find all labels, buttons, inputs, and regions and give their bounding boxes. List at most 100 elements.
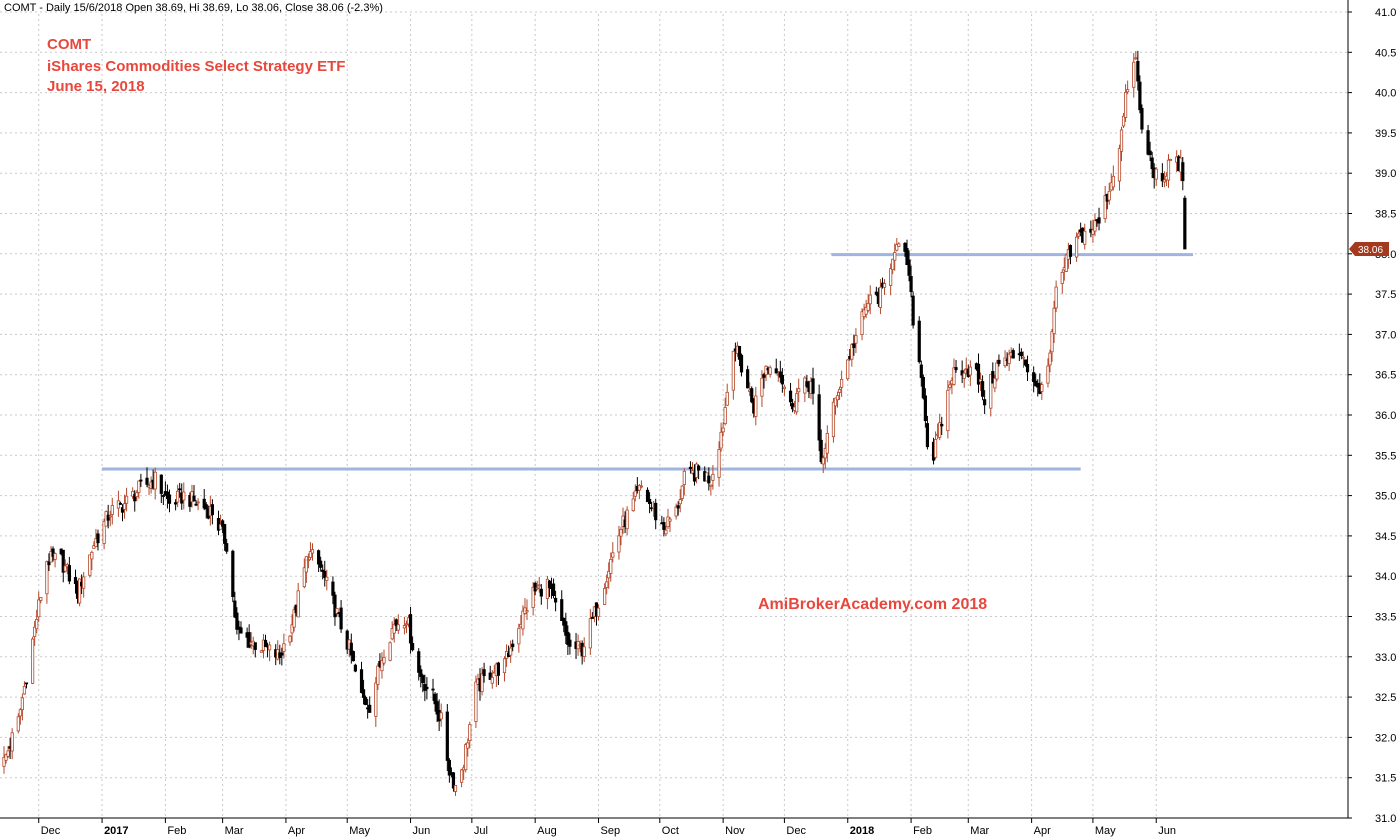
last-price-label: 38.06	[1358, 245, 1383, 256]
candle	[764, 365, 768, 382]
candle	[353, 663, 357, 673]
candle	[821, 455, 825, 474]
candle-body	[709, 484, 713, 487]
candle-body	[1097, 217, 1101, 224]
candle-body	[447, 759, 451, 776]
candle	[410, 636, 415, 652]
candle-body	[707, 475, 711, 484]
candle-body	[480, 673, 484, 693]
candle	[962, 369, 966, 388]
candle	[819, 429, 823, 465]
candle-body	[382, 656, 386, 664]
candle-body	[18, 709, 22, 717]
candle	[220, 519, 225, 534]
candle	[351, 650, 355, 662]
candle	[837, 386, 842, 400]
candle	[989, 373, 993, 417]
candle-body	[35, 619, 39, 630]
candle	[995, 359, 999, 382]
candle	[719, 422, 723, 452]
candle	[668, 517, 672, 533]
candle-body	[750, 388, 754, 403]
candle	[868, 285, 872, 315]
candle-body	[335, 608, 339, 614]
candle-body	[633, 490, 637, 497]
candle	[1126, 80, 1130, 95]
y-tick-label: 39.5	[1375, 128, 1396, 140]
candle-body	[923, 395, 927, 421]
candle-body	[122, 503, 127, 510]
candle-body	[674, 506, 678, 517]
candle-body	[668, 518, 672, 522]
candle-body	[952, 367, 956, 385]
candle	[674, 503, 678, 520]
candle-body	[889, 268, 893, 286]
candle	[1138, 75, 1142, 114]
candle	[308, 542, 313, 561]
candle-body	[364, 697, 368, 705]
candle	[460, 769, 464, 788]
candle-body	[717, 449, 721, 478]
candle-body	[1054, 286, 1058, 309]
candle	[339, 600, 343, 633]
candle	[788, 382, 793, 407]
candle-body	[893, 252, 897, 261]
candle-body	[925, 423, 930, 448]
candle	[61, 549, 65, 583]
candle	[560, 590, 564, 622]
candle-body	[159, 474, 163, 494]
candle	[983, 390, 987, 415]
candle	[306, 553, 311, 569]
candle	[210, 499, 214, 525]
candle	[1103, 186, 1107, 223]
candle	[139, 473, 143, 488]
candle-body	[940, 423, 944, 427]
candle	[380, 652, 384, 679]
candle	[633, 484, 637, 502]
candle-body	[490, 677, 494, 684]
candle	[1154, 167, 1158, 187]
candle	[247, 624, 251, 649]
candle-body	[1077, 233, 1081, 237]
x-tick-label: 2018	[850, 825, 874, 837]
x-tick-label: 2017	[104, 825, 128, 837]
candle-body	[1023, 359, 1028, 366]
candle-body	[376, 665, 380, 685]
candle-body	[850, 344, 854, 360]
candle	[721, 422, 725, 437]
candle	[496, 661, 501, 686]
candle-body	[439, 712, 443, 720]
candle	[533, 581, 537, 596]
candle-body	[45, 561, 49, 595]
candle	[6, 745, 10, 759]
candle-body	[603, 588, 607, 605]
candle	[678, 489, 682, 513]
candle	[1097, 207, 1101, 231]
candle	[778, 360, 782, 383]
candle-body	[96, 533, 100, 544]
candle-body	[1168, 158, 1173, 161]
candle	[1050, 328, 1054, 362]
candle-body	[835, 395, 840, 401]
candle	[596, 604, 601, 621]
candle	[891, 258, 895, 275]
candle-body	[821, 457, 825, 465]
y-tick-label: 36.5	[1375, 370, 1396, 382]
candle	[968, 360, 972, 387]
candle-body	[1021, 356, 1026, 359]
candle-body	[545, 578, 550, 599]
candle	[619, 526, 623, 546]
candle	[866, 293, 870, 313]
candle	[10, 728, 14, 760]
candle	[1025, 355, 1030, 382]
candle-body	[73, 577, 78, 584]
candle	[539, 584, 543, 605]
candle	[993, 374, 997, 393]
candle	[760, 370, 764, 407]
candle	[889, 263, 893, 296]
candle	[122, 494, 127, 519]
candle	[1160, 163, 1164, 188]
candle	[263, 634, 268, 648]
candle-body	[976, 363, 981, 385]
